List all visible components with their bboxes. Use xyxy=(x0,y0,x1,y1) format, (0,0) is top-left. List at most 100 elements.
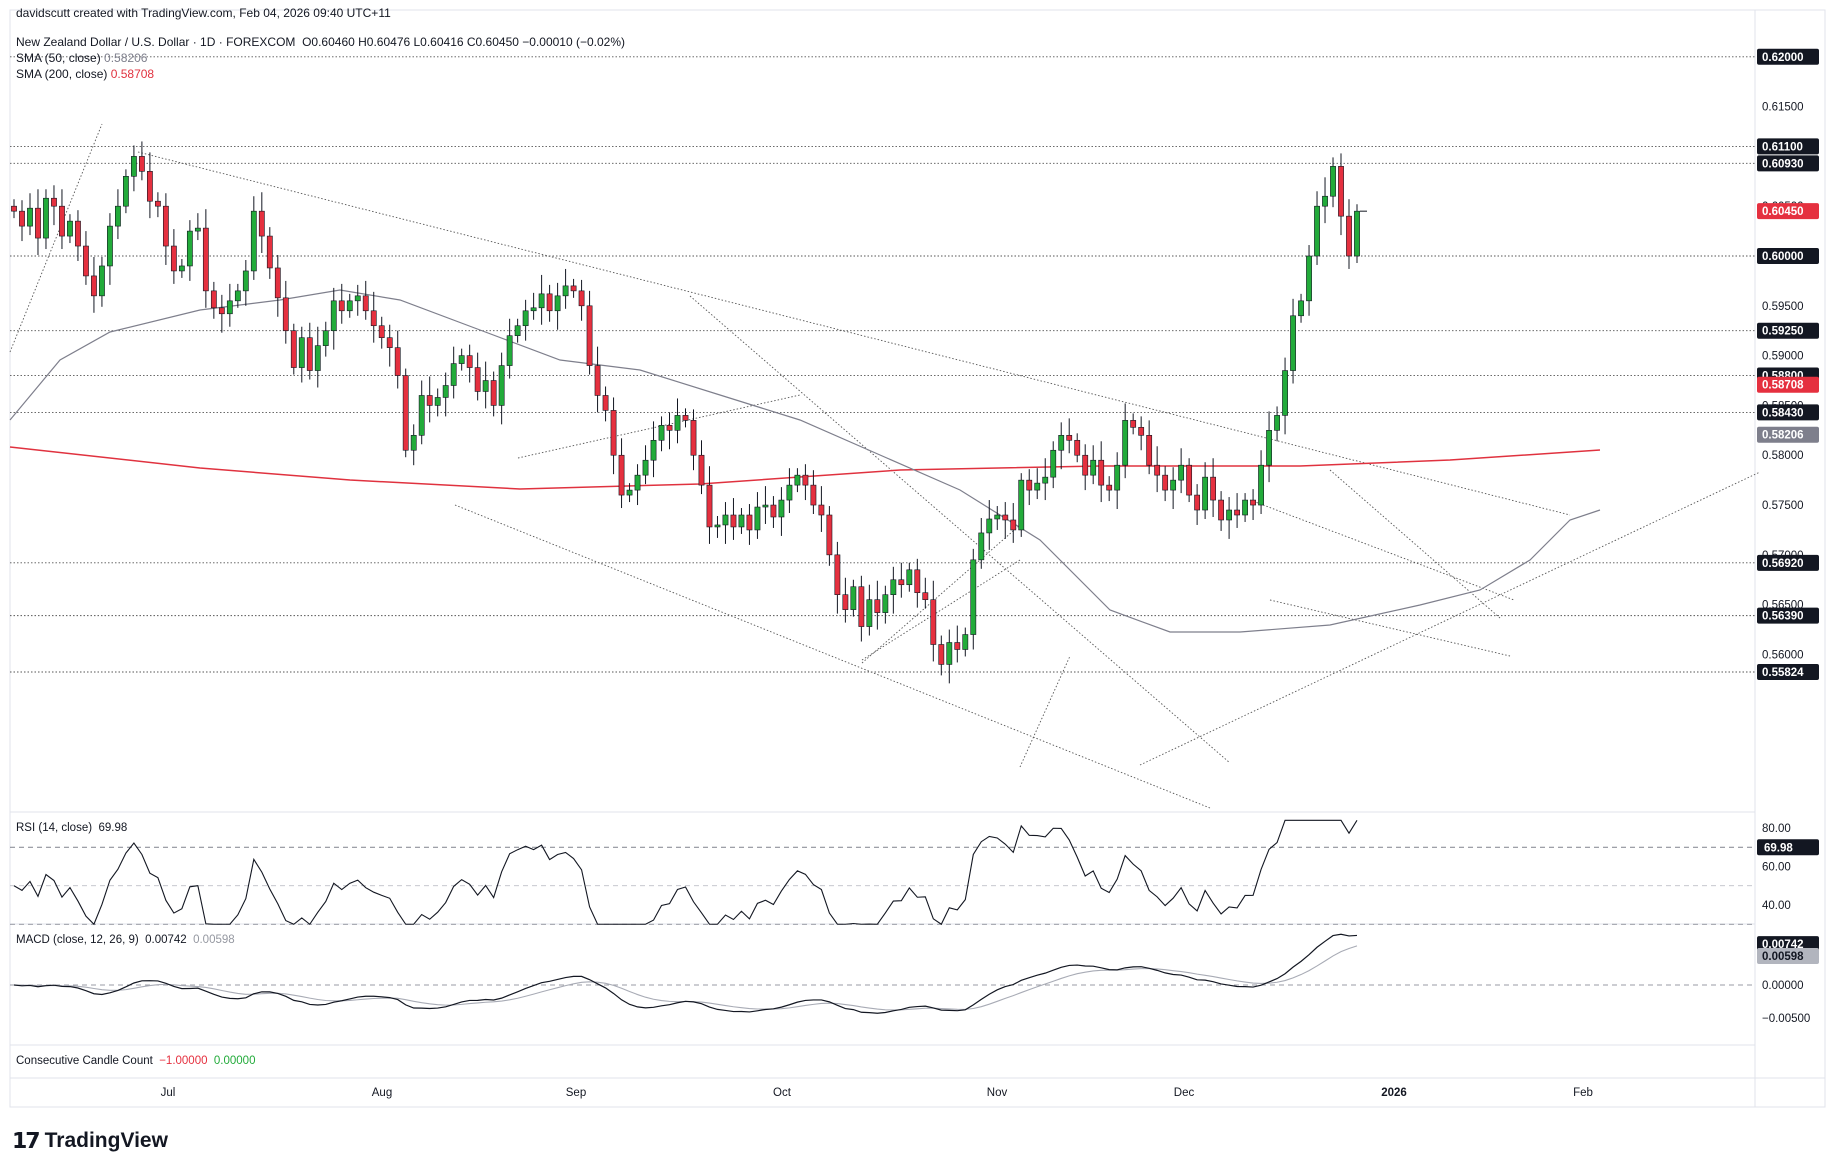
candle-body xyxy=(1018,479,1025,531)
candle-body xyxy=(818,504,825,516)
candle-body xyxy=(1330,166,1336,197)
time-axis-label: Nov xyxy=(987,1087,1008,1099)
symbol-name[interactable]: New Zealand Dollar / U.S. Dollar · 1D · … xyxy=(16,35,296,49)
candle-body xyxy=(354,295,361,302)
author-line: davidscutt created with TradingView.com,… xyxy=(16,6,391,20)
time-axis-label: Aug xyxy=(372,1087,392,1099)
candle-body xyxy=(123,176,129,207)
rsi-value: 69.98 xyxy=(98,822,128,834)
price-badge xyxy=(1757,554,1819,571)
candle-body xyxy=(594,365,601,396)
price-badge xyxy=(1757,155,1819,172)
price-axis-tick: 0.61500 xyxy=(1762,102,1804,114)
candle-body xyxy=(650,439,657,461)
candle-body xyxy=(1274,415,1280,431)
macd-signal-badge xyxy=(1757,947,1819,964)
candle-body xyxy=(99,265,105,297)
candle-body xyxy=(91,275,97,297)
candle-body xyxy=(1074,439,1081,456)
candle-body xyxy=(346,300,353,312)
candle-body xyxy=(154,200,161,207)
sma200-legend[interactable]: SMA (200, close) 0.58708 xyxy=(16,67,154,81)
candle-body xyxy=(946,642,953,665)
candle-body xyxy=(514,325,521,336)
candle-body xyxy=(834,554,841,595)
trend-line xyxy=(137,151,1571,516)
candle-body xyxy=(450,363,457,386)
candle-body xyxy=(458,355,465,364)
candle-body xyxy=(1242,499,1248,516)
macd-signal-badge-label: 0.00598 xyxy=(1762,951,1804,963)
candle-body xyxy=(610,410,617,456)
time-axis-label: Dec xyxy=(1174,1087,1195,1099)
price-badge-label: 0.61100 xyxy=(1762,141,1803,153)
candle-body xyxy=(1314,205,1320,257)
candle-body xyxy=(858,586,865,627)
candle-body xyxy=(442,385,449,398)
candle-body xyxy=(1178,464,1185,481)
price-badge-label: 0.60450 xyxy=(1762,206,1804,218)
candle-body xyxy=(226,300,233,315)
macd-signal-line xyxy=(13,945,1358,1011)
trend-line xyxy=(454,504,1211,809)
time-axis-label: 2026 xyxy=(1381,1087,1407,1099)
tradingview-logo[interactable]: 𝟭𝟳 TradingView xyxy=(12,1128,168,1154)
candle-body xyxy=(1034,482,1041,491)
candle-body xyxy=(1042,476,1049,484)
candle-body xyxy=(338,300,345,312)
candle-body xyxy=(1106,484,1113,491)
candle-body xyxy=(1290,315,1296,371)
candle-body xyxy=(75,220,81,247)
candle-body xyxy=(498,365,505,406)
candle-body xyxy=(466,355,473,368)
candle-body xyxy=(794,474,801,486)
macd-label: MACD (close, 12, 26, 9) xyxy=(16,934,139,946)
price-badge-label: 0.55824 xyxy=(1762,667,1804,679)
sma200-label: SMA (200, close) xyxy=(16,67,108,81)
candle-body xyxy=(418,395,425,436)
ccc-value-1: −1.00000 xyxy=(159,1055,208,1067)
candle-body xyxy=(1338,166,1344,217)
tradingview-logo-text: TradingView xyxy=(44,1129,168,1152)
candle-body xyxy=(546,293,553,312)
sma50-label: SMA (50, close) xyxy=(16,51,101,65)
candle-body xyxy=(1282,370,1288,416)
candle-body xyxy=(67,220,73,237)
rsi-legend[interactable]: RSI (14, close) 69.98 xyxy=(16,822,127,834)
candle-body xyxy=(970,559,977,635)
price-axis-tick: 0.58000 xyxy=(1762,450,1804,462)
price-badge xyxy=(1757,203,1819,220)
candle-body xyxy=(1138,427,1145,436)
candle-body xyxy=(35,207,41,239)
candle-body xyxy=(1170,479,1177,491)
sma50-legend[interactable]: SMA (50, close) 0.58206 xyxy=(16,51,147,65)
candle-body xyxy=(1130,420,1137,428)
candle-body xyxy=(1122,420,1129,466)
candle-body xyxy=(362,295,369,312)
rsi-axis-tick: 80.00 xyxy=(1762,823,1791,835)
tradingview-logo-icon: 𝟭𝟳 xyxy=(12,1128,41,1153)
candle-body xyxy=(234,290,241,302)
price-badge xyxy=(1757,376,1819,393)
candle-body xyxy=(290,330,297,368)
candle-body xyxy=(1026,479,1033,491)
candle-body xyxy=(139,156,145,172)
price-badge xyxy=(1757,322,1819,339)
macd-legend[interactable]: MACD (close, 12, 26, 9) 0.00742 0.00598 xyxy=(16,934,235,946)
candle-body xyxy=(730,514,737,528)
candle-body xyxy=(434,397,441,406)
candle-body xyxy=(410,435,417,451)
ccc-legend[interactable]: Consecutive Candle Count −1.00000 0.0000… xyxy=(16,1055,255,1067)
candle-body xyxy=(898,579,905,586)
candle-body xyxy=(266,235,273,269)
candle-body xyxy=(874,599,881,613)
candle-body xyxy=(1202,476,1209,511)
candle-body xyxy=(186,230,193,267)
rsi-axis-tick: 60.00 xyxy=(1762,862,1791,874)
price-badge xyxy=(1757,664,1819,680)
candle-body xyxy=(330,300,337,332)
candle-body xyxy=(618,454,625,496)
time-axis-label: Sep xyxy=(566,1087,586,1099)
candle-body xyxy=(83,245,89,277)
